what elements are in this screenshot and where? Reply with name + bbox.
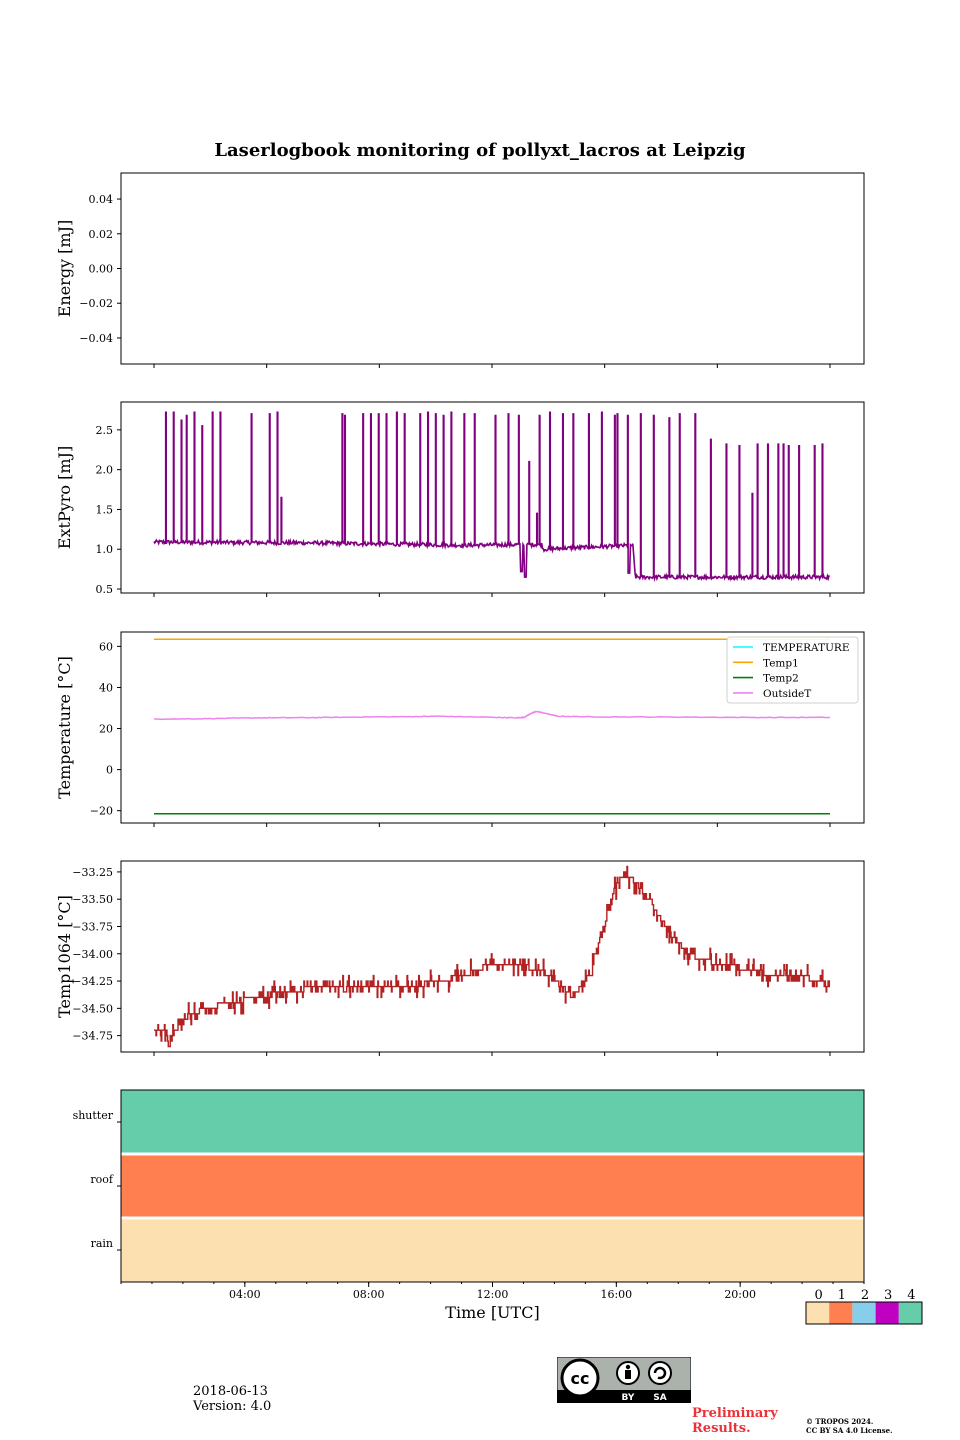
copyright-line-1: © TROPOS 2024. [806, 1417, 874, 1426]
ytick-label: 0.00 [89, 263, 114, 276]
copyright-note: © TROPOS 2024. CC BY SA 4.0 License. [806, 1417, 893, 1435]
ytick-label: 2.5 [96, 424, 114, 437]
panel-temperature: −20 0 20 40 60 Temperature [°C] TEMPERATURE Tem… [55, 631, 865, 827]
ytick-label: −0.02 [79, 297, 113, 310]
ytick-label: 0.04 [89, 193, 114, 206]
ylabel: Energy [mJ] [55, 220, 74, 318]
panel-temp1064: −34.75 −34.50 −34.25 −34.00 −33.75 −33.50 −33.… [55, 860, 865, 1056]
ytick-label: −33.25 [72, 866, 113, 879]
colorbar-tick-label: 2 [861, 1288, 869, 1303]
ytick-label: 0 [106, 764, 113, 777]
xtick-label: 12:00 [477, 1288, 509, 1301]
colorbar-tick-label: 4 [907, 1288, 915, 1303]
ytick-label: 0.5 [96, 583, 114, 596]
footer-date: 2018-06-13 [193, 1384, 268, 1399]
ytick-label: 0.02 [89, 228, 114, 241]
status-row-label: rain [91, 1237, 113, 1250]
series-OutsideT [153, 710, 831, 721]
xtick-label: 08:00 [353, 1288, 385, 1301]
copyright-line-2: CC BY SA 4.0 License. [806, 1426, 893, 1435]
xlabel: Time [UTC] [445, 1303, 539, 1322]
ytick-label: 40 [99, 681, 113, 694]
sa-share-icon [648, 1361, 672, 1385]
panel-energy: −0.04 −0.02 0.00 0.02 0.04 Energy [mJ] [55, 172, 865, 368]
preliminary-line-1: Preliminary [692, 1406, 778, 1421]
status-row-shutter [121, 1090, 864, 1154]
status-row-label: shutter [73, 1109, 114, 1122]
cc-icon [560, 1358, 600, 1398]
legend-label: Temp1 [763, 657, 799, 669]
legend-label: OutsideT [763, 688, 811, 700]
ytick-label: −0.04 [79, 332, 113, 345]
sa-label: SA [653, 1393, 666, 1403]
colorbar-cell [829, 1302, 853, 1324]
axes-frame [120, 860, 865, 1053]
axes-frame [120, 172, 865, 365]
legend: TEMPERATURE Temp1 Temp2 OutsideT [726, 636, 859, 704]
ytick-label: 1.5 [96, 503, 114, 516]
status-row-label: roof [90, 1173, 114, 1186]
ytick-label: −33.50 [72, 893, 113, 906]
status-row-roof [121, 1154, 864, 1218]
colorbar-cell [898, 1302, 922, 1324]
legend-label: Temp2 [763, 673, 799, 685]
figure-title: Laserlogbook monitoring of pollyxt_lacro… [214, 140, 746, 161]
by-label: BY [622, 1393, 635, 1403]
ytick-label: 60 [99, 640, 113, 653]
ylabel: Temp1064 [°C] [55, 895, 74, 1018]
legend-frame [726, 636, 859, 704]
xtick-label: 20:00 [724, 1288, 756, 1301]
legend-label: TEMPERATURE [763, 642, 850, 654]
axes-frame [120, 631, 865, 824]
colorbar-cell [852, 1302, 876, 1324]
ytick-label: 20 [99, 723, 113, 736]
axes-frame [120, 401, 865, 594]
ylabel: ExtPyro [mJ] [55, 446, 74, 549]
colorbar-tick-label: 1 [838, 1288, 846, 1303]
ytick-label: −34.50 [72, 1002, 113, 1015]
ytick-label: 2.0 [96, 464, 114, 477]
cc-text: cc [571, 1369, 590, 1388]
colorbar-tick-label: 0 [814, 1288, 822, 1303]
footer-version: Version: 4.0 [193, 1399, 272, 1414]
panel-status: shutter roof rain 04:00 08:00 12:00 16:00 20:00… [73, 1089, 923, 1325]
ytick-label: −33.75 [72, 920, 113, 933]
ytick-label: −34.00 [72, 948, 113, 961]
ylabel: Temperature [°C] [55, 656, 74, 799]
xtick-label: 04:00 [229, 1288, 261, 1301]
panel-extpyro: 0.5 1.0 1.5 2.0 2.5 ExtPyro [mJ] [55, 401, 865, 597]
colorbar-cell [875, 1302, 899, 1324]
preliminary-line-2: Results. [692, 1421, 751, 1436]
preliminary-note: Preliminary Results. [692, 1406, 778, 1436]
colorbar-tick-label: 3 [884, 1288, 892, 1303]
status-row-rain [121, 1218, 864, 1282]
xtick-label: 16:00 [600, 1288, 632, 1301]
colorbar-cell [806, 1302, 830, 1324]
ytick-label: 1.0 [96, 543, 114, 556]
ytick-label: −34.25 [72, 975, 113, 988]
series-ExtPyro [153, 411, 831, 582]
ytick-label: −20 [90, 805, 113, 818]
cc-license-badge: cc BY SA [556, 1356, 692, 1404]
axes-frame [120, 1089, 865, 1283]
footer-info: 2018-06-13 Version: 4.0 [193, 1384, 271, 1414]
series-Temp1064 [154, 865, 831, 1048]
colorbar-frame [805, 1301, 923, 1325]
ytick-label: −34.75 [72, 1030, 113, 1043]
